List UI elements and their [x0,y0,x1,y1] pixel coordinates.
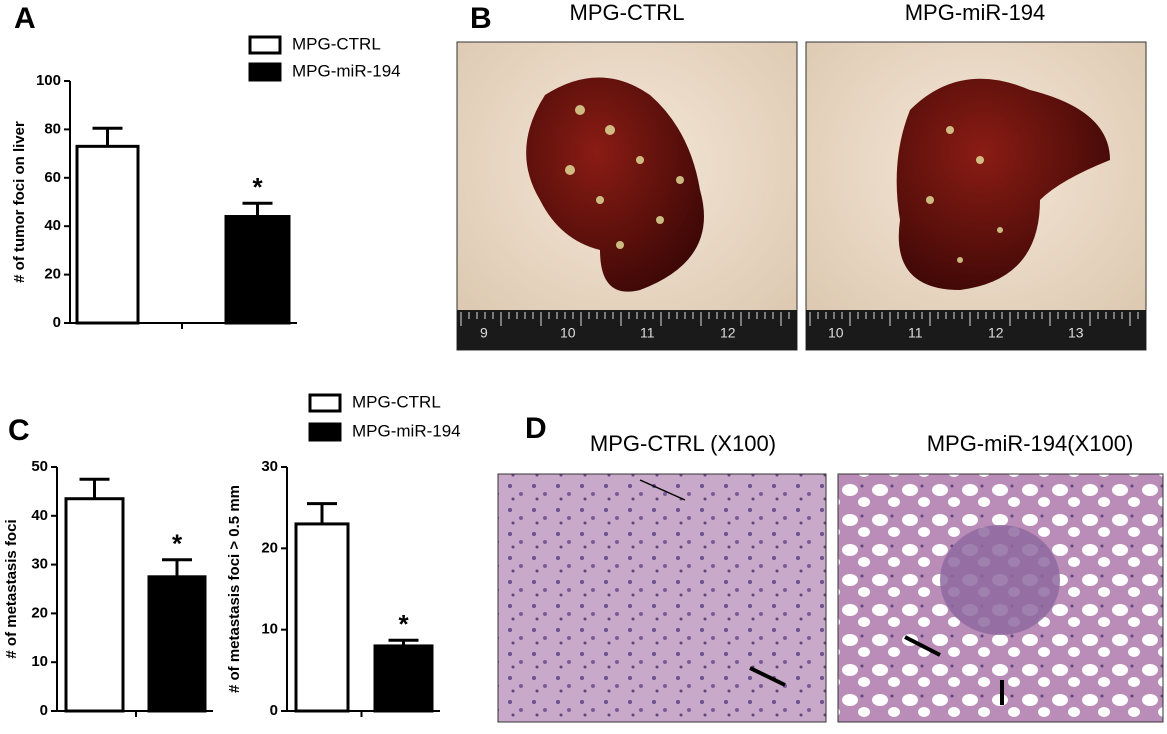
ruler-label: 13 [1068,325,1084,341]
ruler-label: 11 [908,325,923,341]
bar [373,644,434,713]
legend-swatch [308,422,342,442]
y-tick-label: 40 [44,217,61,234]
y-tick-label: 30 [31,556,48,573]
y-axis-label: # of metastasis foci [3,519,20,658]
y-tick-label: 100 [36,72,61,89]
ruler [457,310,797,350]
bar [147,575,207,713]
y-tick-label: 80 [44,120,61,137]
photo-title: MPG-miR-194 [905,0,1046,25]
y-tick-label: 0 [53,314,61,331]
y-tick-label: 10 [261,621,278,638]
liver-photos [456,41,1147,351]
arrows [749,635,1004,705]
panel-label: D [525,412,547,445]
ruler-label: 11 [640,325,655,341]
legend-label: MPG-CTRL [292,34,381,53]
y-tick-label: 20 [261,539,278,556]
legend-label: MPG-miR-194 [352,421,461,440]
tumor-foci [565,105,1003,263]
y-tick-label: 60 [44,169,61,186]
ruler-label: 10 [828,325,844,341]
bar [224,215,291,325]
y-tick-label: 40 [31,507,48,524]
legend-swatch [248,35,282,55]
y-axis-label: # of metastasis foci > 0.5 mm [226,485,243,693]
panel-label: A [14,2,36,35]
ruler [806,310,1146,350]
y-tick-label: 30 [261,458,278,475]
y-axis-label: # of tumor foci on liver [11,121,28,283]
y-tick-label: 20 [31,604,48,621]
y-tick-label: 50 [31,458,48,475]
legend-label: MPG-miR-194 [292,61,401,80]
y-tick-label: 0 [40,702,48,719]
legend-swatch [248,62,282,82]
significance-mark: * [398,609,409,639]
significance-mark: * [252,172,263,202]
y-tick-label: 0 [270,702,278,719]
y-tick-label: 20 [44,266,61,283]
metastasis [940,525,1060,635]
panel-label: C [8,414,30,447]
micrograph-title: MPG-miR-194(X100) [927,431,1134,456]
y-tick-label: 10 [31,653,48,670]
ruler-label: 9 [480,325,488,341]
bar [64,497,125,713]
bar [75,144,140,325]
ruler-label: 10 [560,325,576,341]
arrow [639,479,686,501]
ruler-label: 12 [720,325,736,341]
ruler-label: 12 [988,325,1004,341]
legend-label: MPG-CTRL [352,392,441,411]
significance-mark: * [172,529,183,559]
bar [294,522,350,713]
photo-title: MPG-CTRL [570,0,685,25]
micrograph [497,473,827,723]
liver [526,77,704,292]
micrograph-title: MPG-CTRL (X100) [590,431,776,456]
legend-swatch [308,393,342,413]
panel-label: B [470,2,492,35]
